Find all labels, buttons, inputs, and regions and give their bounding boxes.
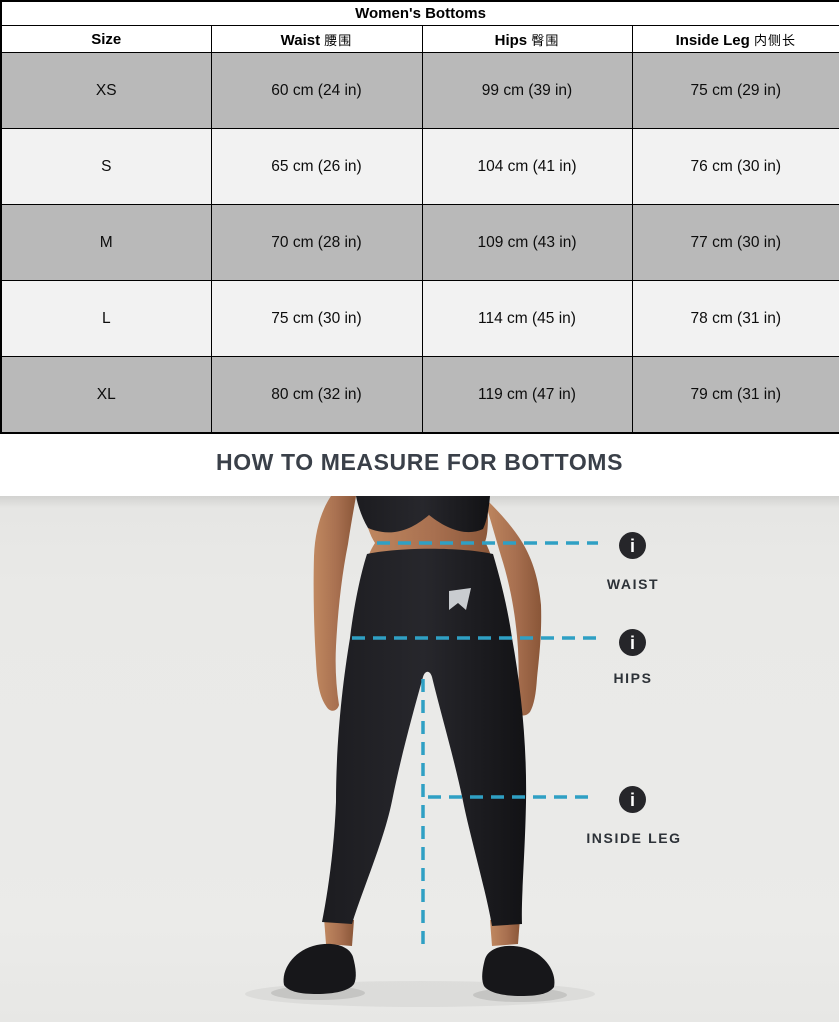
cell-inside-leg: 76 cm (30 in) [631, 128, 839, 205]
cell-inside-leg: 77 cm (30 in) [631, 204, 839, 281]
model-photo [245, 496, 598, 1007]
table-header-row: Size Waist 腰围 Hips 臀围 Inside Leg 内侧长 [0, 25, 839, 53]
info-icon-glyph: i [629, 632, 635, 653]
cell-size: S [0, 128, 212, 205]
cell-size: XS [0, 52, 212, 129]
col-header-hips: Hips 臀围 [421, 25, 633, 53]
cell-size: XL [0, 356, 212, 434]
cell-inside-leg: 78 cm (31 in) [631, 280, 839, 357]
cell-hips: 114 cm (45 in) [421, 280, 633, 357]
col-label-size: Size [91, 30, 122, 48]
table-row: M 70 cm (28 in) 109 cm (43 in) 77 cm (30… [0, 204, 839, 281]
right-arm [483, 496, 542, 716]
cell-size: L [0, 280, 212, 357]
measure-diagram: i WAIST i HIPS i INSIDE LEG [0, 496, 839, 1022]
col-label-waist-cn: 腰围 [324, 32, 353, 48]
cell-hips: 119 cm (47 in) [421, 356, 633, 434]
table-row: S 65 cm (26 in) 104 cm (41 in) 76 cm (30… [0, 128, 839, 205]
table-row: XS 60 cm (24 in) 99 cm (39 in) 75 cm (29… [0, 52, 839, 129]
col-header-waist: Waist 腰围 [210, 25, 423, 53]
col-label-hips-cn: 臀围 [531, 32, 560, 48]
measure-section-heading: HOW TO MEASURE FOR BOTTOMS [215, 449, 624, 475]
waist-label: WAIST [606, 576, 660, 592]
sports-bra [356, 496, 490, 533]
col-header-size: Size [0, 25, 212, 53]
gymshark-logo [449, 588, 471, 610]
right-shoe [482, 945, 555, 996]
info-icon-glyph: i [629, 789, 635, 810]
cell-waist: 70 cm (28 in) [210, 204, 423, 281]
cell-waist: 60 cm (24 in) [210, 52, 423, 129]
left-arm [313, 496, 356, 711]
cell-waist: 65 cm (26 in) [210, 128, 423, 205]
col-label-inside-leg-cn: 内侧长 [753, 32, 796, 48]
cell-hips: 104 cm (41 in) [421, 128, 633, 205]
hips-label: HIPS [613, 670, 653, 686]
left-shoe [283, 943, 356, 994]
info-icon-glyph: i [629, 535, 635, 556]
cell-waist: 80 cm (32 in) [210, 356, 423, 434]
cell-inside-leg: 75 cm (29 in) [631, 52, 839, 129]
cell-waist: 75 cm (30 in) [210, 280, 423, 357]
inside-leg-info-icon: i [619, 786, 646, 813]
table-row: L 75 cm (30 in) 114 cm (45 in) 78 cm (31… [0, 280, 839, 357]
size-chart-table: Women's Bottoms Size Waist 腰围 Hips 臀围 In… [0, 0, 839, 434]
left-ankle [324, 918, 354, 946]
table-title-row: Women's Bottoms [0, 0, 839, 26]
cell-hips: 99 cm (39 in) [421, 52, 633, 129]
col-header-inside-leg: Inside Leg 内侧长 [631, 25, 839, 53]
leggings [322, 548, 527, 926]
col-label-inside-leg: Inside Leg [675, 31, 750, 49]
table-row: XL 80 cm (32 in) 119 cm (47 in) 79 cm (3… [0, 356, 839, 434]
inside-leg-label: INSIDE LEG [586, 830, 682, 846]
col-label-waist: Waist [280, 31, 321, 49]
cell-inside-leg: 79 cm (31 in) [631, 356, 839, 434]
col-label-hips: Hips [494, 31, 528, 49]
cell-hips: 109 cm (43 in) [421, 204, 633, 281]
waist-info-icon: i [619, 532, 646, 559]
cell-size: M [0, 204, 212, 281]
table-title: Women's Bottoms [0, 0, 839, 26]
hips-info-icon: i [619, 629, 646, 656]
